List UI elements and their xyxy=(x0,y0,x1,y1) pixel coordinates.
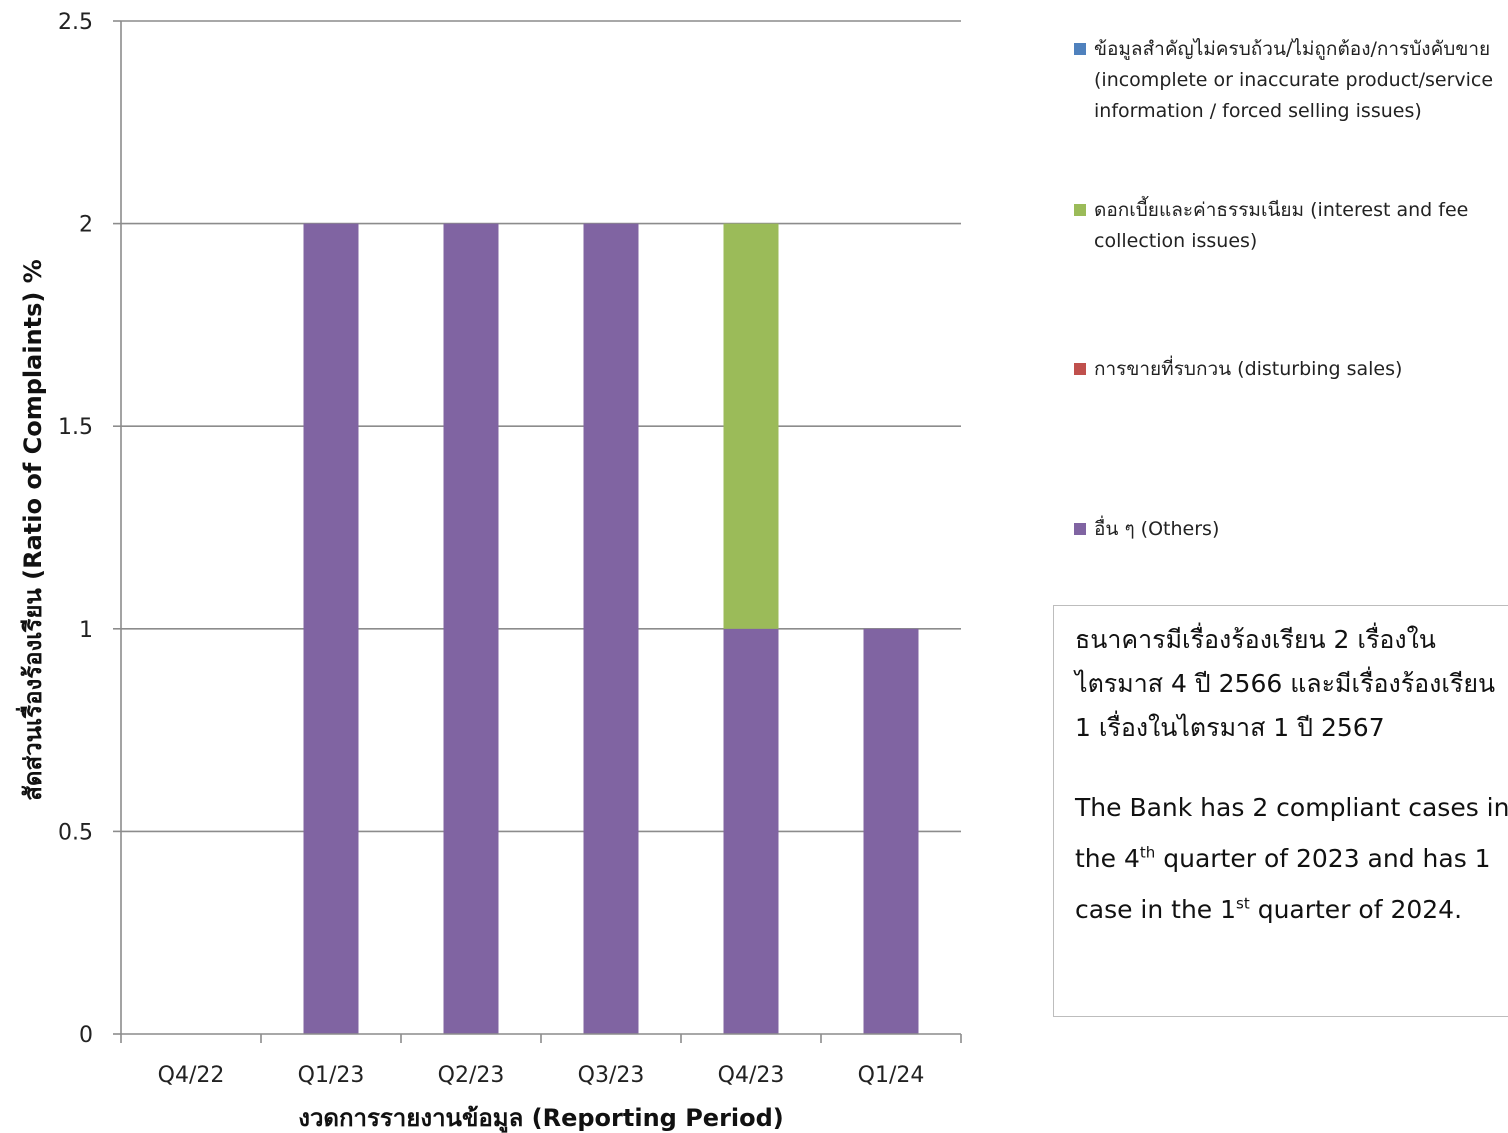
y-tick-label: 1.5 xyxy=(58,415,93,440)
x-tick-label: Q4/22 xyxy=(158,1063,225,1088)
note-thai-text: ธนาคารมีเรื่องร้องเรียน 2 เรื่องในไตรมาส… xyxy=(1075,625,1496,742)
x-tick-label: Q3/23 xyxy=(578,1063,645,1088)
x-tick-label: Q2/23 xyxy=(438,1063,505,1088)
note-en-part1: The Bank has 2 compliant cases in the 4 xyxy=(1075,793,1508,873)
grid-lines xyxy=(121,20,961,833)
legend-item-interest-fee: ดอกเบี้ยและค่าธรรมเนียม (interest and fe… xyxy=(1074,195,1504,257)
legend-item-incomplete-info: ข้อมูลสำคัญไม่ครบถ้วน/ไม่ถูกต้อง/การบังค… xyxy=(1074,34,1504,127)
y-axis-title: สัดส่วนเรื่องร้องเรียน (Ratio of Complai… xyxy=(15,259,47,801)
y-tick-label: 2 xyxy=(79,213,93,238)
legend-item-others: อื่น ๆ (Others) xyxy=(1074,514,1504,545)
legend-swatch-green xyxy=(1074,204,1086,216)
bar-segment xyxy=(723,223,779,629)
bars xyxy=(303,223,919,1035)
axes xyxy=(113,20,962,1043)
y-tick-label: 1 xyxy=(79,618,93,643)
bar-segment xyxy=(443,223,499,1035)
y-tick-label: 0.5 xyxy=(58,820,93,845)
legend-label: ดอกเบี้ยและค่าธรรมเนียม (interest and fe… xyxy=(1094,199,1469,252)
legend-swatch-purple xyxy=(1074,523,1086,535)
y-tick-label: 2.5 xyxy=(58,10,93,35)
x-axis-title: งวดการรายงานข้อมูล (Reporting Period) xyxy=(298,1104,784,1133)
bar-segment xyxy=(583,223,639,1035)
bar-segment xyxy=(303,223,359,1035)
legend-swatch-blue xyxy=(1074,43,1086,55)
x-tick-label: Q4/23 xyxy=(718,1063,785,1088)
bar-segment xyxy=(723,628,779,1034)
note-en-part3: quarter of 2024. xyxy=(1249,895,1463,924)
x-tick-label: Q1/24 xyxy=(858,1063,925,1088)
x-tick-label: Q1/23 xyxy=(298,1063,365,1088)
note-english-text: The Bank has 2 compliant cases in the 4t… xyxy=(1075,782,1508,935)
legend-label: การขายที่รบกวน (disturbing sales) xyxy=(1094,358,1403,380)
x-tick-labels: Q4/22 Q1/23 Q2/23 Q3/23 Q4/23 Q1/24 xyxy=(158,1063,925,1088)
note-box: ธนาคารมีเรื่องร้องเรียน 2 เรื่องในไตรมาส… xyxy=(1053,605,1508,1017)
bar-segment xyxy=(863,628,919,1034)
note-en-sup2: st xyxy=(1236,894,1250,913)
y-tick-labels: 0 0.5 1 1.5 2 2.5 xyxy=(58,10,93,1048)
y-tick-label: 0 xyxy=(79,1023,93,1048)
legend-item-disturbing-sales: การขายที่รบกวน (disturbing sales) xyxy=(1074,354,1504,385)
legend-label: ข้อมูลสำคัญไม่ครบถ้วน/ไม่ถูกต้อง/การบังค… xyxy=(1094,38,1494,122)
note-en-sup1: th xyxy=(1139,843,1156,862)
note-en-part2: quarter of 2023 and has 1 case in the 1 xyxy=(1075,844,1491,924)
legend-label: อื่น ๆ (Others) xyxy=(1094,518,1220,540)
legend-swatch-red xyxy=(1074,363,1086,375)
